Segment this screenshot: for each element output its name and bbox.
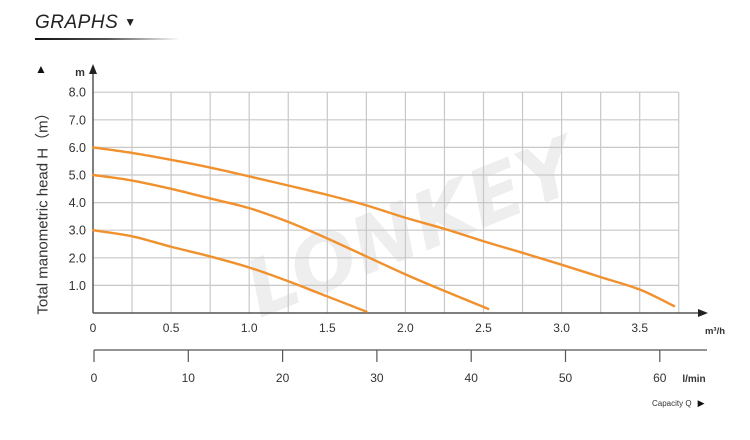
lmin-unit-label: l/min bbox=[682, 374, 705, 385]
x-tick-label: 1.0 bbox=[241, 321, 258, 335]
y-tick-label: 8.0 bbox=[69, 86, 86, 100]
caret-down-icon[interactable]: ▼ bbox=[124, 15, 137, 29]
x-axis-arrow-icon bbox=[698, 309, 708, 317]
x-tick-label: 2.0 bbox=[397, 321, 414, 335]
lmin-tick-label: 30 bbox=[370, 371, 384, 385]
performance-curve bbox=[91, 146, 676, 308]
graphs-title: GRAPHS bbox=[35, 12, 119, 33]
x-tick-label: 0 bbox=[90, 321, 97, 335]
lmin-tick-label: 10 bbox=[182, 371, 196, 385]
y-tick-label: 2.0 bbox=[69, 251, 86, 265]
lmin-tick-label: 50 bbox=[559, 371, 573, 385]
x-tick-label: 2.5 bbox=[475, 321, 492, 335]
chart-axes bbox=[89, 64, 708, 362]
y-axis-arrow-icon bbox=[89, 64, 97, 74]
y-tick-label: 7.0 bbox=[69, 113, 86, 127]
watermark-text: LONKEY bbox=[233, 119, 597, 336]
lmin-tick-label: 20 bbox=[276, 371, 290, 385]
x-tick-label: 0.5 bbox=[163, 321, 180, 335]
chart-curves bbox=[91, 146, 676, 313]
capacity-label: Capacity Q ▶ bbox=[652, 398, 705, 409]
y-tick-label: 4.0 bbox=[69, 196, 86, 210]
x-unit-label: m³/h bbox=[705, 326, 725, 337]
y-tick-label: 5.0 bbox=[69, 169, 86, 183]
header-underline bbox=[35, 38, 180, 40]
x-tick-label: 3.0 bbox=[553, 321, 570, 335]
y-tick-label: 3.0 bbox=[69, 224, 86, 238]
chart-grid bbox=[93, 91, 680, 313]
performance-curve bbox=[91, 173, 490, 311]
performance-curve bbox=[91, 229, 368, 313]
lmin-tick-label: 0 bbox=[91, 371, 98, 385]
y-unit-label: m bbox=[75, 67, 85, 79]
graphs-header[interactable]: GRAPHS ▼ bbox=[35, 12, 136, 34]
triangle-right-icon: ▶ bbox=[697, 398, 705, 408]
lmin-tick-label: 60 bbox=[653, 371, 667, 385]
capacity-text: Capacity Q bbox=[652, 399, 692, 408]
x-tick-label: 1.5 bbox=[319, 321, 336, 335]
y-tick-label: 1.0 bbox=[69, 279, 86, 293]
lmin-tick-label: 40 bbox=[465, 371, 479, 385]
x-tick-label: 3.5 bbox=[631, 321, 648, 335]
watermark: LONKEY bbox=[233, 119, 597, 336]
triangle-up-icon: ▲ bbox=[35, 62, 47, 76]
chart-tick-labels: 0 10 20 30 40 50 60 0 0.5 1.0 1.5 2.0 2.5 3.0 3.5 1.0 2.… bbox=[69, 67, 726, 385]
y-tick-label: 6.0 bbox=[69, 141, 86, 155]
